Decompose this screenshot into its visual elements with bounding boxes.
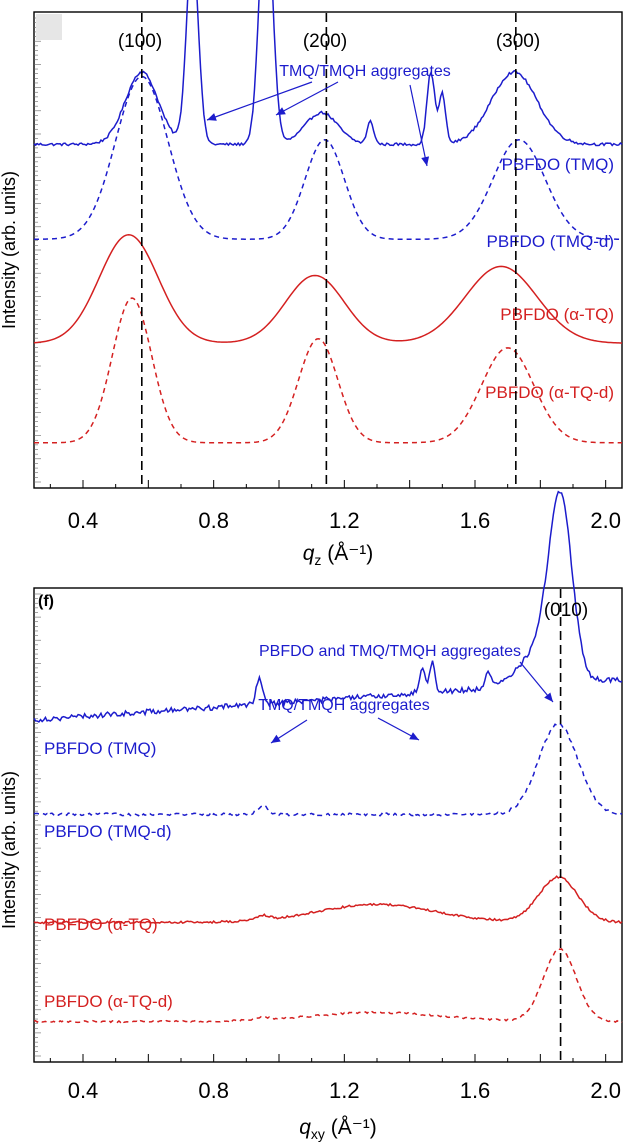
x-tick-label: 2.0 [590,508,621,533]
series-label-2: PBFDO (TMQ-d) [487,232,615,251]
x-tick-label: 0.8 [198,508,229,533]
series-line-1 [33,490,623,723]
panel-label-box [36,14,62,40]
annotation-arrowhead [271,734,281,743]
series-label-4: PBFDO (α-TQ-d) [44,992,173,1011]
annotation-text: PBFDO and TMQ/TMQH aggregates [259,643,521,660]
annotation-arrowhead [409,732,419,740]
series-line-4 [34,297,622,444]
x-axis-label: qxy (Å⁻¹) [299,1116,377,1142]
annotation-arrowhead [421,156,430,166]
series-line-1 [33,0,623,147]
x-tick-label: 1.2 [329,1078,360,1103]
panel-top-qz: 0.4 0.8 1.2 1.6 2.0 qz (Å⁻¹) Intensity (arb. u… [0,0,623,568]
panel-label: (f) [38,593,54,610]
series-label-1: PBFDO (TMQ) [44,739,156,758]
x-tick-label: 1.6 [460,508,491,533]
reference-label: (200) [303,31,347,52]
x-tick-label: 2.0 [590,1078,621,1103]
series-line-4 [33,947,623,1024]
x-tick-label: 0.8 [198,1078,229,1103]
reference-label: (300) [496,31,540,52]
series-line-3 [33,875,623,925]
series-line-2 [33,75,623,241]
reference-label: (010) [544,600,588,621]
series-label-4: PBFDO (α-TQ-d) [485,383,614,402]
annotation-arrowhead [207,113,217,121]
annotation-arrow [409,84,428,167]
x-tick-label: 0.4 [68,1078,99,1103]
annotation-text: TMQ/TMQH aggregates [258,697,430,714]
x-axis-label: qz (Å⁻¹) [303,542,374,568]
series-label-3: PBFDO (α-TQ) [44,915,158,934]
annotation-arrowhead [544,692,553,702]
y-axis-label: Intensity (arb. units) [0,771,19,929]
y-axis-label: Intensity (arb. units) [0,171,19,329]
x-tick-label: 0.4 [68,508,99,533]
annotation-arrowhead [276,107,286,115]
series-label-3: PBFDO (α-TQ) [500,305,614,324]
series-line-2 [33,722,623,817]
x-tick-label: 1.6 [460,1078,491,1103]
panel-bottom-qxy: 0.4 0.8 1.2 1.6 2.0 qxy (Å⁻¹) Intensity (arb. … [0,490,623,1142]
annotation-arrow [275,81,339,116]
reference-label: (100) [118,31,162,52]
series-label-2: PBFDO (TMQ-d) [44,822,172,841]
annotation-arrow [206,81,313,121]
x-tick-label: 1.2 [329,508,360,533]
series-line-3 [33,234,623,344]
series-label-1: PBFDO (TMQ) [502,155,614,174]
annotation-text: TMQ/TMQH aggregates [279,63,451,80]
